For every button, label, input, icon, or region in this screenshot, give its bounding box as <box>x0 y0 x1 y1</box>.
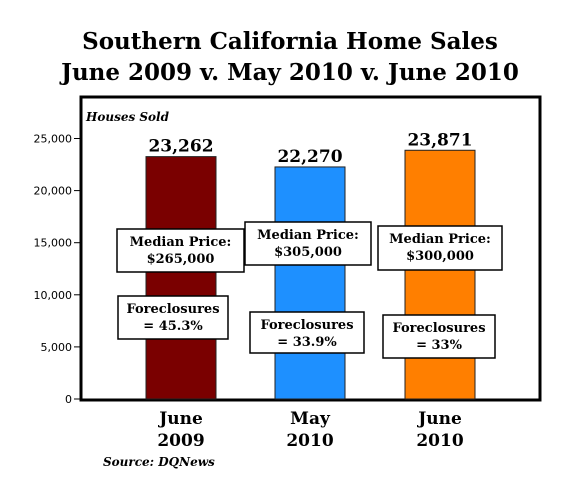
foreclosures-box <box>117 295 229 340</box>
x-category-label: June <box>157 409 203 429</box>
median-price-box <box>244 221 372 266</box>
bar-value-label: 22,270 <box>277 147 342 167</box>
y-tick-label: 15,000 <box>34 237 73 250</box>
median-price-box <box>377 225 503 271</box>
bar <box>404 149 476 400</box>
median-price-box-text: $265,000 <box>147 252 215 267</box>
x-category-label: 2009 <box>157 431 204 451</box>
median-price-box-text: Median Price: <box>130 235 232 250</box>
foreclosures-box-text: = 33% <box>416 338 463 353</box>
bar <box>145 156 217 400</box>
x-category-label: 2010 <box>416 431 463 451</box>
y-tick-label: 25,000 <box>34 133 73 146</box>
foreclosures-box-text: Foreclosures <box>126 302 219 317</box>
foreclosures-box <box>382 314 496 359</box>
y-tick-label: 20,000 <box>34 185 73 198</box>
median-price-box-text: $300,000 <box>406 249 474 264</box>
foreclosures-box <box>249 311 365 354</box>
bar <box>274 166 346 400</box>
y-tick-label: 0 <box>65 393 72 406</box>
chart-subtitle: June 2009 v. May 2010 v. June 2010 <box>61 59 519 86</box>
foreclosures-box-text: = 33.9% <box>277 335 337 350</box>
median-price-box-text: Median Price: <box>389 232 491 247</box>
x-category-label: 2010 <box>286 431 333 451</box>
bar-value-label: 23,262 <box>148 137 213 157</box>
median-price-box-text: Median Price: <box>257 228 359 243</box>
plot-frame <box>79 95 542 402</box>
median-price-box <box>116 228 245 273</box>
foreclosures-box-text: Foreclosures <box>260 318 353 333</box>
median-price-box-text: $305,000 <box>274 245 342 260</box>
y-tick-label: 5,000 <box>41 341 73 354</box>
x-category-label: June <box>416 409 462 429</box>
chart-title: Southern California Home Sales <box>82 28 498 55</box>
y-tick-label: 10,000 <box>34 289 73 302</box>
source-note: Source: DQNews <box>103 455 215 469</box>
x-category-label: May <box>290 409 331 429</box>
foreclosures-box-text: = 45.3% <box>143 319 203 334</box>
foreclosures-box-text: Foreclosures <box>392 321 485 336</box>
bar-value-label: 23,871 <box>407 130 472 150</box>
y-axis-label: Houses Sold <box>85 110 170 124</box>
